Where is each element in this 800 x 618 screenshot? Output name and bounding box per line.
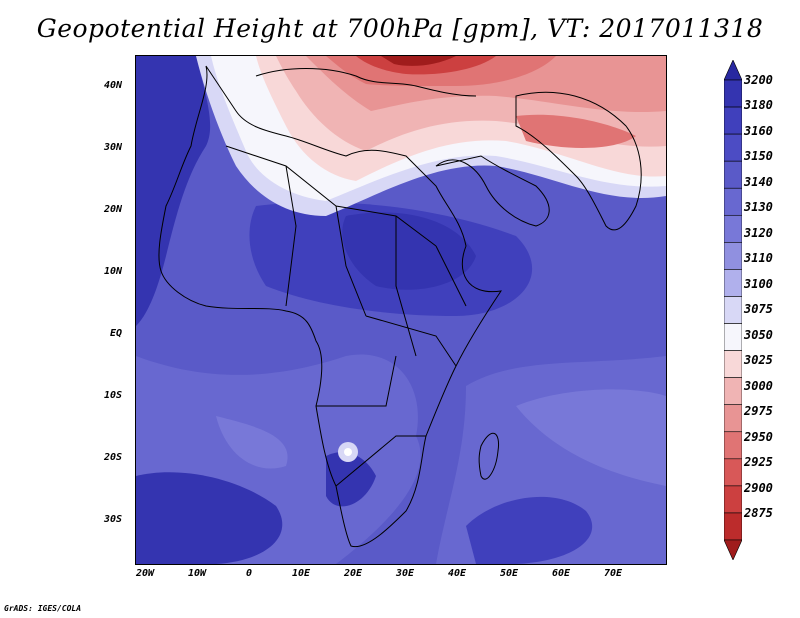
- colorbar-cell: [724, 133, 742, 162]
- colorbar-cell: [724, 79, 742, 108]
- lat-label-30s: 30S: [103, 514, 122, 525]
- colorbar-label-3140: 3140: [744, 175, 773, 189]
- colorbar-label-3075: 3075: [744, 302, 773, 316]
- colorbar-label-2875: 2875: [744, 506, 773, 520]
- colorbar-label-3160: 3160: [744, 124, 773, 138]
- colorbar-cell: [724, 60, 742, 81]
- colorbar-cell: [724, 458, 742, 487]
- grads-credit: GrADS: IGES/COLA: [4, 604, 82, 613]
- lat-label-20n: 20N: [103, 204, 122, 215]
- lon-label-50e: 50E: [499, 568, 519, 579]
- colorbar-cell: [724, 323, 742, 351]
- lon-label-40e: 40E: [447, 568, 467, 579]
- iran-india-coastline: [515, 91, 642, 231]
- lon-label-20e: 20E: [343, 568, 363, 579]
- colorbar-label-2900: 2900: [744, 481, 773, 495]
- country-borders: [225, 145, 467, 487]
- field-low-core: [381, 56, 456, 66]
- lat-label-10s: 10S: [103, 390, 122, 401]
- colorbar-label-3200: 3200: [744, 73, 773, 87]
- colorbar-cell: [724, 187, 742, 216]
- colorbar-cell: [724, 431, 742, 460]
- field-south-indian-high: [466, 496, 593, 564]
- colorbar-cell: [724, 350, 742, 378]
- colorbar-cell: [724, 404, 742, 433]
- lat-label-20s: 20S: [103, 452, 122, 463]
- field-kalahari-core: [344, 448, 352, 456]
- field-southern-africa-high: [326, 452, 376, 507]
- mediterranean-coastline: [255, 68, 477, 97]
- colorbar-label-3100: 3100: [744, 277, 773, 291]
- lon-label-20w: 20W: [135, 568, 155, 579]
- colorbar-label-3130: 3130: [744, 200, 773, 214]
- colorbar-cells: [724, 60, 742, 560]
- map-panel: [135, 55, 667, 565]
- lat-label-30n: 30N: [103, 142, 122, 153]
- colorbar-label-2950: 2950: [744, 430, 773, 444]
- colorbar-label-3180: 3180: [744, 98, 773, 112]
- lon-label-10e: 10E: [291, 568, 311, 579]
- field-south-atlantic-high: [136, 472, 283, 564]
- lon-label-30e: 30E: [395, 568, 415, 579]
- africa-coastline: [158, 65, 503, 548]
- lon-label-60e: 60E: [551, 568, 571, 579]
- lat-label-eq: EQ: [109, 328, 122, 339]
- lat-label-10n: 10N: [103, 266, 122, 277]
- field-sudan-high: [342, 212, 476, 290]
- lon-label-10w: 10W: [187, 568, 207, 579]
- colorbar-cell: [724, 242, 742, 270]
- field-atlantic-light: [216, 416, 288, 469]
- colorbar-label-3150: 3150: [744, 149, 773, 163]
- colorbar-label-3120: 3120: [744, 226, 773, 240]
- field-indian-light: [516, 389, 666, 486]
- colorbar-cell: [724, 106, 742, 135]
- madagascar-coastline: [478, 433, 500, 480]
- lat-label-40n: 40N: [103, 80, 122, 91]
- colorbar-label-3110: 3110: [744, 251, 773, 265]
- colorbar-cell: [724, 269, 742, 297]
- colorbar-label-3050: 3050: [744, 328, 773, 342]
- geopotential-height-map: [136, 56, 666, 564]
- colorbar-cell: [724, 214, 742, 243]
- colorbar: [724, 60, 742, 560]
- arabia-coastline: [435, 155, 550, 227]
- colorbar-label-3025: 3025: [744, 353, 773, 367]
- colorbar-label-3000: 3000: [744, 379, 773, 393]
- colorbar-cell: [724, 296, 742, 324]
- colorbar-cell: [724, 377, 742, 406]
- colorbar-label-2925: 2925: [744, 455, 773, 469]
- lon-label-70e: 70E: [603, 568, 623, 579]
- lon-label-0: 0: [245, 568, 253, 579]
- colorbar-label-2975: 2975: [744, 404, 773, 418]
- chart-title: Geopotential Height at 700hPa [gpm], VT:…: [36, 14, 764, 43]
- colorbar-cell: [724, 160, 742, 189]
- colorbar-cell: [724, 512, 742, 541]
- colorbar-cell: [724, 539, 742, 560]
- field-mideast-low: [516, 114, 636, 148]
- colorbar-cell: [724, 485, 742, 514]
- coastlines: [158, 65, 642, 548]
